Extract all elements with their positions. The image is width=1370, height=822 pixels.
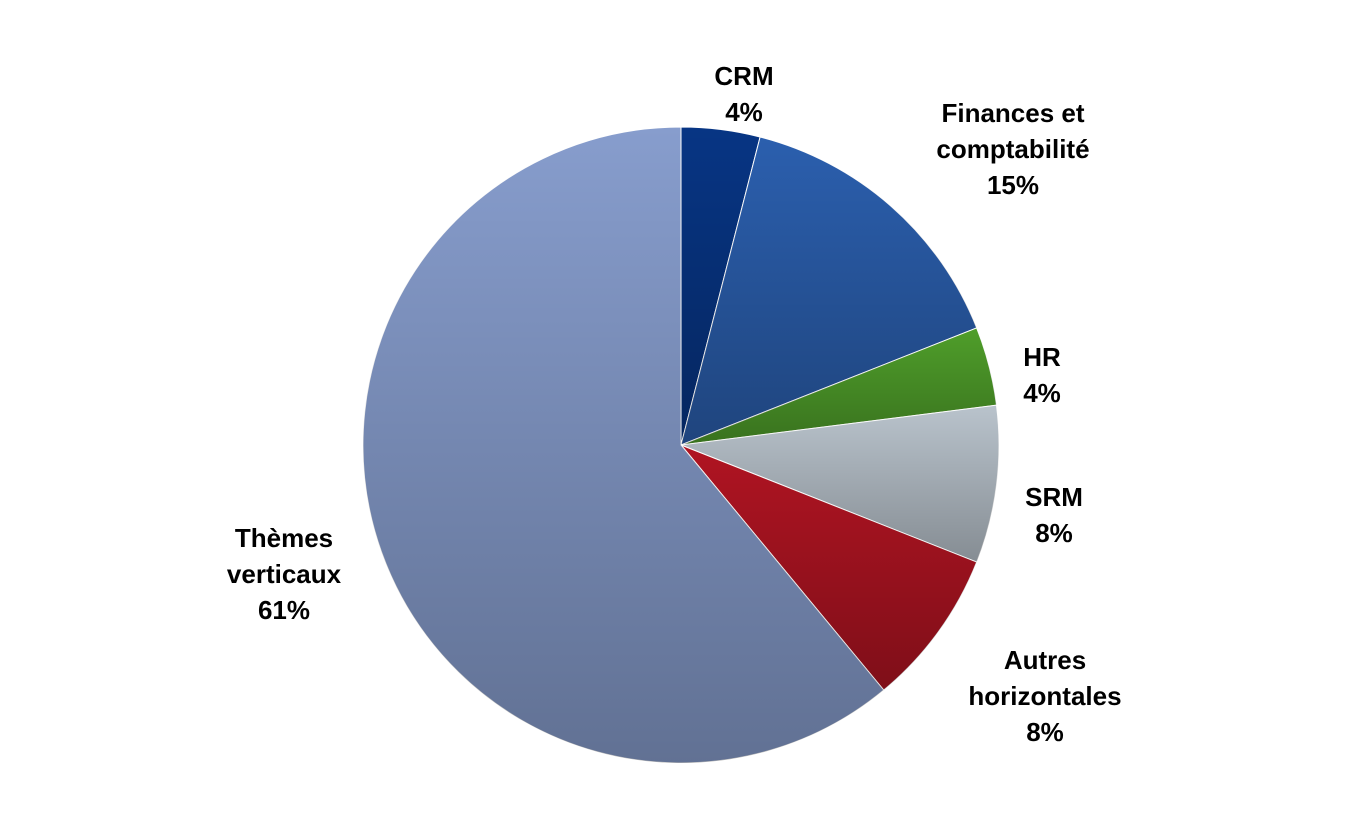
data-label: HR 4% [942,339,1142,411]
label-category: Autres horizontales [968,645,1122,711]
label-value: 8% [1026,717,1064,747]
label-category: Finances et comptabilité [936,98,1090,164]
label-category: Thèmes verticaux [226,523,342,589]
label-category: CRM [714,61,774,91]
label-value: 4% [725,97,763,127]
data-label: Autres horizontales 8% [945,642,1145,750]
label-value: 15% [986,170,1040,200]
label-category: SRM [1025,482,1083,512]
data-label: Finances et comptabilité 15% [913,95,1113,203]
data-label: SRM 8% [954,479,1154,551]
label-category: HR [1023,342,1061,372]
label-value: 4% [1023,378,1061,408]
data-label: CRM 4% [644,58,844,130]
label-value: 8% [1035,518,1073,548]
label-value: 61% [257,595,311,625]
data-label: Thèmes verticaux 61% [184,520,384,628]
